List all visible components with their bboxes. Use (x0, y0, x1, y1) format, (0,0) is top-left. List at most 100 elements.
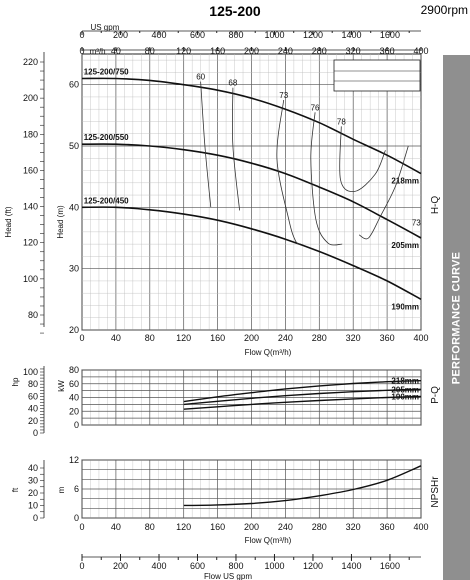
npsh-m-tick-label: 12 (69, 455, 79, 465)
pq-series-line (183, 388, 422, 406)
top-m3h-tick-label: 40 (111, 46, 121, 56)
head-ft-tick-label: 100 (23, 274, 38, 284)
top-usgpm-tick-label: 1400 (341, 30, 361, 40)
kw-label: kW (57, 380, 66, 392)
efficiency-contour (310, 112, 343, 246)
bottom-usgpm-label: Flow US gpm (204, 572, 252, 580)
npsh-line (183, 465, 422, 507)
hq-x-tick-label: 400 (413, 333, 428, 343)
npsh-m-label: m (57, 486, 66, 493)
head-ft-tick-label: 180 (23, 129, 38, 139)
bottom-usgpm-tick-label: 800 (228, 561, 243, 571)
efficiency-contour (358, 145, 409, 240)
head-m-tick-label: 20 (69, 325, 79, 335)
efficiency-contour (276, 99, 301, 245)
bottom-usgpm-tick-label: 400 (151, 561, 166, 571)
head-m-label: Head (m) (56, 205, 65, 239)
npsh-x-tick-label: 320 (346, 522, 361, 532)
top-m3h-tick-label: 0 (79, 46, 84, 56)
hq-x-tick-label: 240 (278, 333, 293, 343)
top-m3h-tick-label: 200 (244, 46, 259, 56)
top-m3h-tick-label: 240 (278, 46, 293, 56)
npsh-x-label: Flow Q(m³/h) (245, 536, 292, 545)
npsh-x-tick-label: 200 (244, 522, 259, 532)
top-usgpm-tick-label: 800 (228, 30, 243, 40)
npsh-x-tick-label: 80 (145, 522, 155, 532)
efficiency-contour (339, 126, 386, 193)
pq-series-label: 205mm (391, 385, 419, 394)
pq-series-line (183, 395, 422, 410)
hq-x-tick-label: 120 (176, 333, 191, 343)
bottom-usgpm-tick-label: 1400 (341, 561, 361, 571)
top-usgpm-label: US gpm (90, 23, 119, 32)
hp-label: hp (11, 377, 20, 386)
top-m3h-tick-label: 360 (380, 46, 395, 56)
npsh-x-tick-label: 40 (111, 522, 121, 532)
top-usgpm-tick-label: 400 (151, 30, 166, 40)
kw-tick-label: 40 (69, 393, 79, 403)
sidebar-band (443, 55, 470, 580)
hq-x-tick-label: 320 (346, 333, 361, 343)
npsh-ft-label: ft (11, 487, 20, 492)
bottom-usgpm-tick-label: 200 (113, 561, 128, 571)
npsh-ft-tick-label: 40 (28, 463, 38, 473)
head-ft-tick-label: 140 (23, 202, 38, 212)
efficiency-label: 76 (311, 103, 320, 112)
npsh-ft-tick-label: 20 (28, 488, 38, 498)
top-m3h-tick-label: 80 (145, 46, 155, 56)
bottom-usgpm-tick-label: 600 (190, 561, 205, 571)
npsh-ft-tick-label: 0 (33, 513, 38, 523)
head-ft-tick-label: 80 (28, 310, 38, 320)
top-usgpm-tick-label: 600 (190, 30, 205, 40)
bottom-usgpm-tick-label: 1000 (264, 561, 284, 571)
head-ft-tick-label: 200 (23, 93, 38, 103)
kw-tick-label: 0 (74, 420, 79, 430)
efficiency-contour (231, 87, 240, 211)
npsh-m-tick-label: 0 (74, 513, 79, 523)
npsh-x-tick-label: 280 (312, 522, 327, 532)
pq-series-line (183, 380, 422, 403)
head-ft-tick-label: 120 (23, 238, 38, 248)
hq-x-tick-label: 280 (312, 333, 327, 343)
efficiency-label: 73 (412, 219, 421, 228)
pq-panel-label: P-Q (430, 386, 441, 404)
kw-tick-label: 60 (69, 379, 79, 389)
hq-x-label: Flow Q(m³/h) (245, 348, 292, 357)
top-m3h-tick-label: 160 (210, 46, 225, 56)
hq-x-tick-label: 0 (79, 333, 84, 343)
head-ft-label: Head (ft) (4, 206, 13, 237)
hq-series-line (81, 143, 422, 239)
hq-end-label: 205mm (391, 241, 419, 250)
hp-tick-label: 100 (23, 367, 38, 377)
hq-series-line (81, 77, 422, 175)
npsh-x-tick-label: 240 (278, 522, 293, 532)
hq-x-tick-label: 360 (380, 333, 395, 343)
npsh-x-tick-label: 160 (210, 522, 225, 532)
hq-series-label: 125-200/750 (84, 68, 129, 77)
kw-tick-label: 20 (69, 406, 79, 416)
efficiency-label: 73 (279, 91, 288, 100)
hq-panel-label: H-Q (430, 196, 441, 215)
npsh-ft-tick-label: 30 (28, 476, 38, 486)
npsh-x-tick-label: 0 (79, 522, 84, 532)
top-usgpm-tick-label: 1200 (303, 30, 323, 40)
model-title: 125-200 (209, 3, 261, 19)
hp-tick-label: 40 (28, 404, 38, 414)
pq-series-label: 190mm (391, 392, 419, 401)
npsh-x-tick-label: 360 (380, 522, 395, 532)
hq-x-tick-label: 160 (210, 333, 225, 343)
speed-label: 2900rpm (421, 3, 468, 17)
hq-end-label: 190mm (391, 302, 419, 311)
head-m-tick-label: 50 (69, 141, 79, 151)
efficiency-label: 60 (196, 73, 205, 82)
head-m-tick-label: 30 (69, 264, 79, 274)
top-m3h-tick-label: 120 (176, 46, 191, 56)
bottom-usgpm-tick-label: 1600 (380, 561, 400, 571)
efficiency-label: 78 (337, 117, 346, 126)
head-m-tick-label: 60 (69, 80, 79, 90)
top-m3h-tick-label: 280 (312, 46, 327, 56)
bottom-usgpm-tick-label: 0 (79, 561, 84, 571)
npsh-m-tick-label: 6 (74, 484, 79, 494)
top-usgpm-tick-label: 1000 (264, 30, 284, 40)
